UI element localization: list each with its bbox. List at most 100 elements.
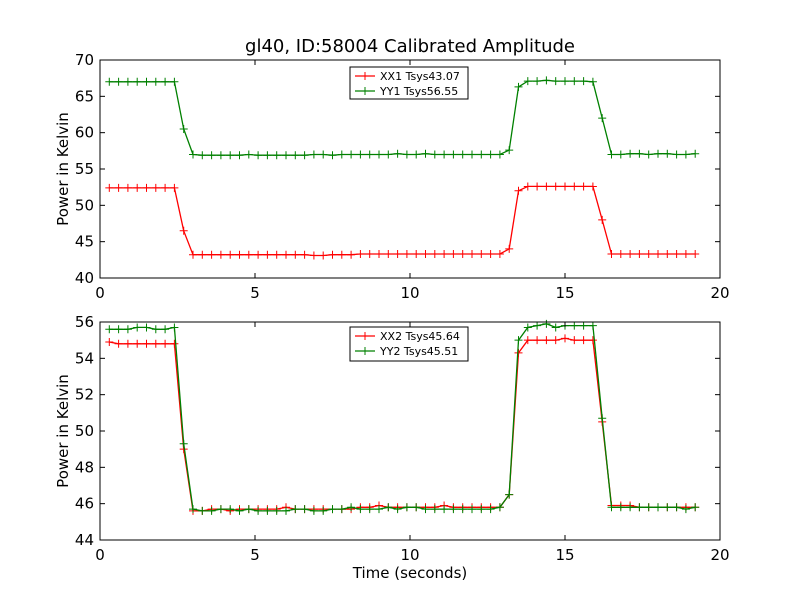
data-point <box>430 250 439 259</box>
data-point <box>337 150 346 159</box>
data-point <box>105 77 114 86</box>
series-line <box>109 337 696 512</box>
data-point <box>337 505 346 514</box>
data-point <box>328 151 337 160</box>
data-point <box>365 150 374 159</box>
data-point <box>626 149 635 158</box>
data-point <box>375 250 383 259</box>
data-point <box>421 505 430 514</box>
data-point <box>551 336 560 345</box>
data-point <box>356 150 365 159</box>
series-line <box>109 79 696 156</box>
data-point <box>440 505 449 514</box>
data-point <box>226 505 235 514</box>
data-point <box>551 182 560 191</box>
data-point <box>402 250 411 259</box>
data-point <box>542 182 551 191</box>
data-point <box>235 506 244 515</box>
data-point <box>626 503 635 512</box>
data-point <box>309 251 318 260</box>
data-point <box>542 336 551 345</box>
data-point <box>272 151 281 160</box>
data-point <box>635 503 644 512</box>
legend-item: YY1 Tsys56.55 <box>355 85 458 98</box>
legend-label: XX1 Tsys43.07 <box>380 70 460 83</box>
data-point <box>198 506 207 515</box>
data-point <box>579 321 588 330</box>
data-point <box>151 339 160 348</box>
legend: XX1 Tsys43.07 YY1 Tsys56.55 <box>349 66 469 100</box>
data-point <box>598 215 607 224</box>
data-point <box>254 151 263 160</box>
data-point <box>635 250 644 259</box>
data-point <box>105 183 114 192</box>
data-point <box>440 250 449 259</box>
data-point <box>523 77 532 86</box>
data-point <box>319 150 328 159</box>
x-tick-label: 10 <box>400 546 419 564</box>
data-point <box>142 77 151 86</box>
bottom-panel: 0 5 10 15 20 44 46 48 50 52 54 56 Power in Kelvin XX2… <box>54 313 730 564</box>
x-tick-label: 5 <box>250 546 260 564</box>
data-point <box>449 505 458 514</box>
data-point <box>505 490 514 499</box>
data-point <box>561 77 569 86</box>
data-point <box>272 506 281 515</box>
data-point <box>495 250 504 259</box>
data-point <box>579 336 588 345</box>
data-point <box>291 151 300 160</box>
data-point <box>170 323 179 332</box>
data-point <box>440 150 449 159</box>
data-point <box>207 506 216 515</box>
data-point <box>356 505 365 514</box>
data-point <box>654 503 662 512</box>
data-point <box>421 149 430 158</box>
legend-label: YY2 Tsys45.51 <box>379 345 458 358</box>
data-point <box>263 506 272 515</box>
y-axis-label: Power in Kelvin <box>54 374 72 488</box>
data-point <box>523 323 532 332</box>
y-tick-label: 50 <box>75 196 94 214</box>
data-point <box>561 182 569 191</box>
data-point <box>561 334 569 343</box>
data-point <box>681 505 690 514</box>
data-point <box>505 146 514 155</box>
data-point <box>449 150 458 159</box>
data-point <box>161 77 170 86</box>
data-point <box>282 151 290 160</box>
legend: XX2 Tsys45.64 YY2 Tsys45.51 <box>349 326 469 362</box>
y-tick-label: 56 <box>75 313 94 331</box>
data-point <box>495 503 504 512</box>
legend-item: XX2 Tsys45.64 <box>355 330 460 343</box>
data-point <box>189 250 197 259</box>
data-point <box>142 323 151 332</box>
data-point <box>254 250 263 259</box>
legend-box <box>349 66 469 100</box>
data-point <box>672 150 681 159</box>
series-line <box>109 323 696 512</box>
data-point <box>133 323 142 332</box>
legend-item: XX1 Tsys43.07 <box>355 70 460 83</box>
data-point <box>514 186 523 195</box>
y-tick-label: 48 <box>75 458 94 476</box>
data-point <box>458 505 467 514</box>
legend-marker <box>361 347 369 355</box>
data-point <box>216 505 225 514</box>
data-point <box>533 321 542 330</box>
data-point <box>309 506 318 515</box>
data-point <box>282 506 290 515</box>
data-point <box>570 336 579 345</box>
data-point <box>458 150 467 159</box>
data-point <box>161 339 170 348</box>
data-point <box>402 503 411 512</box>
data-point <box>523 336 532 345</box>
data-point <box>347 250 356 259</box>
data-point <box>505 244 514 253</box>
data-point <box>588 182 597 191</box>
data-point <box>598 414 607 423</box>
legend-box <box>349 326 469 362</box>
y-axis-label: Power in Kelvin <box>54 112 72 226</box>
data-point <box>207 250 216 259</box>
data-point <box>263 151 272 160</box>
data-point <box>142 339 151 348</box>
